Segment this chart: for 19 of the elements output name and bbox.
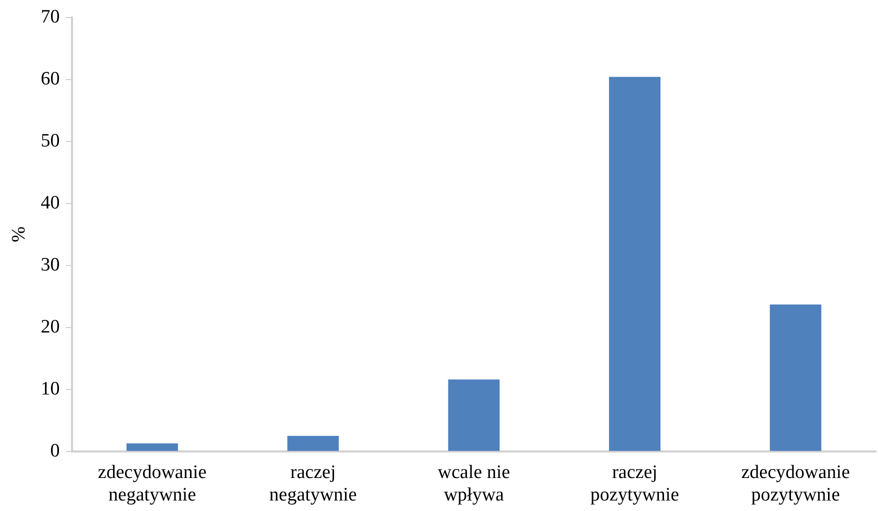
y-tick-label: 50 — [40, 130, 60, 152]
bar — [287, 436, 339, 451]
y-tick-label: 30 — [40, 254, 60, 276]
x-tick-label: zdecydowanie negatywnie — [98, 462, 207, 506]
y-tick-label: 0 — [50, 440, 60, 462]
x-tick-label: raczej negatywnie — [269, 462, 357, 506]
x-tick-label: zdecydowanie pozytywnie — [741, 462, 850, 506]
y-axis-title: % — [8, 226, 30, 242]
bar — [126, 443, 178, 451]
y-tick-label: 70 — [40, 6, 60, 28]
y-tick-label: 40 — [40, 192, 60, 214]
bar — [448, 379, 500, 451]
y-tick-label: 20 — [40, 316, 60, 338]
bar — [770, 304, 822, 451]
bar — [609, 76, 660, 451]
x-tick-label: raczej pozytywnie — [590, 462, 680, 506]
y-tick-label: 60 — [40, 68, 60, 90]
x-tick-label: wcale nie wpływa — [438, 462, 510, 506]
y-tick-label: 10 — [40, 378, 60, 400]
